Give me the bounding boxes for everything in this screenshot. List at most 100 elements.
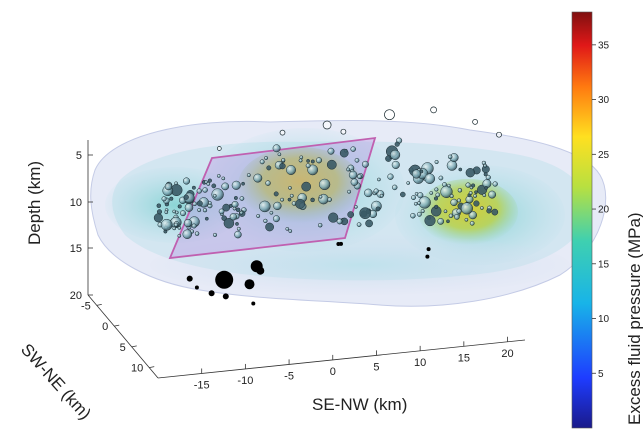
seismic-event	[430, 106, 437, 114]
seismic-event	[410, 212, 416, 219]
seismic-event	[339, 148, 349, 158]
seismic-event	[280, 197, 285, 202]
seismic-event	[222, 203, 231, 212]
x-axis-ticks: -15 -10 -5 0 5 10 15 20	[194, 336, 514, 391]
deep-event	[194, 285, 199, 290]
x-tick-label: 0	[330, 366, 336, 378]
seismic-event	[156, 209, 163, 215]
seismic-event	[182, 229, 193, 239]
seismic-event	[391, 160, 400, 169]
seismic-event	[356, 222, 362, 227]
seismic-event	[434, 159, 439, 165]
seismic-event	[340, 128, 347, 135]
seismic-event	[196, 200, 203, 207]
seismic-event	[326, 159, 337, 170]
deep-event	[208, 290, 215, 297]
seismic-event	[424, 173, 436, 184]
x-tick-label: -10	[237, 375, 253, 387]
seismic-event	[277, 152, 282, 157]
seismic-event	[465, 168, 475, 178]
seismic-event	[435, 192, 441, 198]
seismic-event	[413, 201, 418, 206]
seismic-event	[231, 200, 239, 208]
colorbar-tick-label: 10	[598, 314, 610, 325]
seismic-event	[211, 183, 217, 189]
seismic-event	[263, 218, 268, 224]
seismic-event	[394, 141, 400, 147]
seismic-event	[433, 196, 439, 201]
seismic-event	[350, 146, 356, 152]
deep-event	[244, 279, 255, 290]
y-tick-mark	[131, 345, 137, 348]
seismic-event	[488, 190, 497, 199]
seismic-event	[298, 158, 303, 163]
seismic-event	[288, 186, 292, 190]
seismic-event	[281, 158, 286, 163]
y-tick-label: -5	[81, 300, 91, 312]
seismic-event	[417, 192, 424, 199]
deep-event	[251, 301, 256, 306]
seismic-event	[318, 194, 323, 199]
seismic-event	[289, 193, 294, 198]
seismic-event	[310, 197, 315, 203]
y-axis-line	[87, 294, 159, 379]
seismic-event	[204, 216, 209, 221]
x-tick-label: 15	[458, 352, 470, 364]
seismic-event	[221, 176, 226, 181]
seismic-event	[375, 206, 381, 212]
seismic-event	[424, 215, 436, 227]
deep-event	[186, 275, 193, 282]
seismic-event	[434, 204, 439, 209]
seismic-event	[180, 210, 186, 217]
colorbar-gradient	[571, 11, 593, 429]
seismic-event	[259, 159, 265, 165]
seismic-event	[206, 182, 211, 186]
y-axis-label: SW-NE (km)	[17, 340, 95, 423]
y-tick-label: 5	[120, 342, 126, 354]
seismic-event	[377, 177, 381, 182]
seismic-event	[474, 190, 478, 195]
seismic-event	[465, 182, 471, 188]
seismic-event	[496, 131, 502, 138]
x-tick-label: -5	[284, 370, 294, 382]
seismic-event	[450, 198, 458, 207]
seismic-event	[192, 201, 197, 207]
seismic-event	[295, 198, 306, 209]
seismic-event	[272, 215, 280, 223]
seismic-event	[265, 180, 271, 186]
seismic-event	[485, 174, 491, 180]
seismic-event	[448, 213, 454, 219]
seismic-event	[416, 211, 422, 217]
deep-event	[426, 247, 431, 252]
z-tick-label: 15	[70, 243, 82, 255]
seismic-event	[174, 181, 178, 186]
seismic-event	[279, 129, 286, 136]
deep-event	[256, 266, 265, 275]
deep-event	[222, 293, 229, 300]
x-tick-label: 10	[414, 357, 426, 369]
seismic-event	[315, 157, 323, 164]
z-tick-label: 5	[76, 150, 82, 162]
deep-event	[215, 270, 234, 289]
seismic-event	[191, 223, 197, 229]
colorbar-ticks: 5 10 15 20 25 30 35	[592, 40, 610, 380]
seismic-event	[417, 201, 421, 205]
seismic-event	[153, 213, 163, 223]
seismic-event	[239, 210, 244, 215]
seismic-event	[364, 188, 373, 198]
fault-plane	[168, 136, 377, 260]
seismic-event	[212, 193, 217, 198]
seismic-event	[443, 209, 448, 214]
seismic-event	[379, 193, 384, 198]
seismic-event	[231, 180, 241, 190]
seismic-event	[327, 197, 332, 202]
seismic-event	[456, 208, 462, 214]
seismic-event	[373, 188, 379, 194]
seismic-event	[484, 186, 489, 190]
seismic-event	[182, 177, 191, 185]
seismic-event	[288, 229, 293, 233]
z-tick-label: 20	[70, 290, 82, 302]
seismic-event	[306, 159, 310, 163]
